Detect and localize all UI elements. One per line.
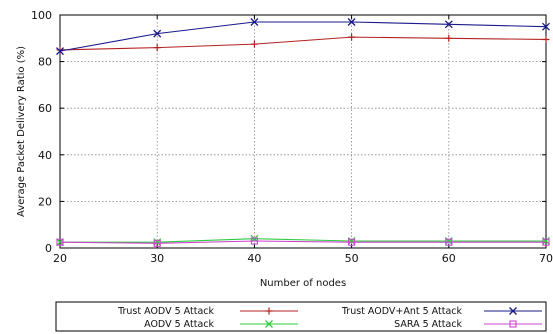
legend-entry: AODV 5 Attack <box>144 319 298 330</box>
y-tick-label: 80 <box>38 56 52 69</box>
grid <box>60 15 546 248</box>
y-tick-label: 40 <box>38 149 52 162</box>
y-axis-label: Average Packet Delivery Ratio (%) <box>16 46 27 217</box>
legend-label: AODV 5 Attack <box>144 319 214 330</box>
data-point <box>445 34 453 42</box>
series-layer <box>56 18 550 247</box>
data-point <box>250 18 259 26</box>
series-4 <box>56 237 550 247</box>
data-point <box>56 238 64 246</box>
data-point <box>542 35 550 43</box>
x-tick-label: 50 <box>345 252 359 265</box>
x-tick-label: 60 <box>442 252 456 265</box>
x-tick-label: 70 <box>539 252 553 265</box>
series-line <box>59 36 547 51</box>
series-3 <box>56 234 550 247</box>
data-point <box>347 18 356 26</box>
y-tick-label: 0 <box>45 242 52 255</box>
series-line <box>59 21 547 52</box>
data-point <box>250 237 258 245</box>
legend-entry: Trust AODV+Ant 5 Attack <box>341 306 542 317</box>
data-point <box>250 40 258 48</box>
data-point <box>56 46 64 54</box>
y-tick-label: 60 <box>38 102 52 115</box>
legend-marker <box>509 307 517 315</box>
y-tick-label: 20 <box>38 195 52 208</box>
x-tick-label: 40 <box>247 252 261 265</box>
data-point <box>445 238 453 246</box>
legend-label: Trust AODV 5 Attack <box>117 306 214 317</box>
series-line <box>59 240 546 244</box>
legend-label: SARA 5 Attack <box>394 319 462 330</box>
data-point <box>542 22 550 31</box>
series-2 <box>56 18 550 56</box>
data-point <box>444 20 453 29</box>
data-point <box>153 29 162 38</box>
legend-entry: Trust AODV 5 Attack <box>117 306 298 317</box>
legend-marker <box>509 320 517 328</box>
x-tick-label: 20 <box>53 252 67 265</box>
data-point <box>348 238 356 246</box>
legend-frame <box>55 301 547 332</box>
legend: Trust AODV 5 Attack Trust AODV+Ant 5 Atta… <box>55 301 547 332</box>
y-tick-label: 100 <box>31 9 52 22</box>
legend-label: Trust AODV+Ant 5 Attack <box>341 306 463 317</box>
data-point <box>153 44 161 52</box>
x-tick-label: 30 <box>150 252 164 265</box>
series-1 <box>56 33 550 54</box>
data-point <box>56 47 64 56</box>
x-axis-label: Number of nodes <box>260 278 346 289</box>
plot-frame <box>59 14 547 249</box>
legend-marker <box>265 307 273 315</box>
legend-marker <box>265 320 273 328</box>
data-point <box>542 238 550 246</box>
series-line <box>60 238 546 243</box>
data-point <box>348 33 356 41</box>
legend-entry: SARA 5 Attack <box>394 319 542 330</box>
data-point <box>153 239 161 247</box>
